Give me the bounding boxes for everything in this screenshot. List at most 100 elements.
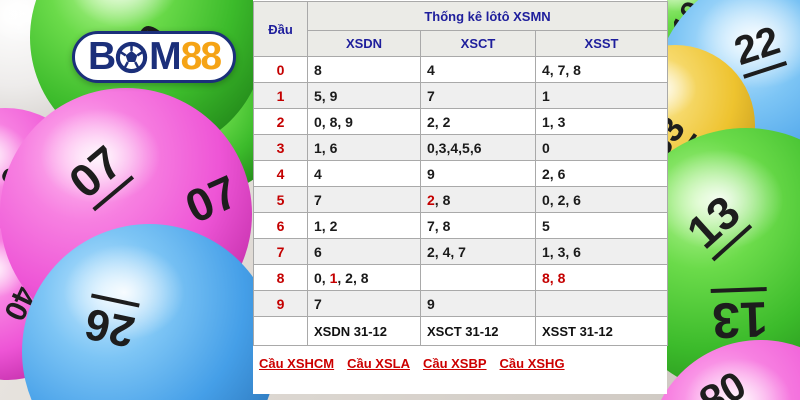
value-cell-xsct: 2, 8 (420, 186, 536, 213)
value-segment: 2, 6 (542, 165, 566, 182)
dau-header: Đầu (253, 1, 308, 57)
table-row: 4 4 9 2, 6 (253, 160, 669, 187)
value-cell-xsst: 1, 3, 6 (534, 238, 669, 265)
value-segment: , 2, 8 (337, 269, 369, 286)
digit-cell: 6 (253, 212, 308, 239)
value-segment: 0, 2, 6 (542, 191, 581, 208)
value-segment: 1, 2 (314, 217, 338, 234)
digit-cell: 9 (253, 290, 308, 317)
footer-cell: XSDN 31-12 (307, 316, 421, 346)
value-segment: 9 (427, 165, 435, 182)
value-segment: 0,3,4,5,6 (427, 139, 482, 156)
value-cell-xsdn: 7 (307, 290, 421, 317)
value-segment: 4 (314, 165, 322, 182)
value-segment: 5 (542, 217, 550, 234)
value-cell-xsct: 7 (420, 82, 536, 109)
value-cell-xsdn: 1, 6 (307, 134, 421, 161)
value-segment: 7 (427, 87, 435, 104)
value-segment: 8 (314, 61, 322, 78)
value-cell-xsdn: 8 (307, 56, 421, 83)
column-header-row: XSDN XSCT XSST (254, 30, 669, 57)
value-segment: 7 (314, 295, 322, 312)
table-row: 1 5, 9 7 1 (253, 82, 669, 109)
footer-cell: XSST 31-12 (534, 316, 669, 346)
value-cell-xsct: 2, 2 (420, 108, 536, 135)
value-segment: 9 (427, 295, 435, 312)
value-cell-xsst: 2, 6 (534, 160, 669, 187)
link-xsbp[interactable]: Cầu XSBP (422, 356, 487, 371)
value-cell-xsdn: 0, 1, 2, 8 (307, 264, 421, 291)
digit-cell: 2 (253, 108, 308, 135)
value-cell-xsct: 7, 8 (420, 212, 536, 239)
digit-cell: 1 (253, 82, 308, 109)
table-row: 6 1, 2 7, 8 5 (253, 212, 669, 239)
value-segment: 1, 3 (542, 113, 566, 130)
value-cell-xsst: 8, 8 (534, 264, 669, 291)
digit-cell: 5 (253, 186, 308, 213)
column-header-xsst: XSST (534, 30, 669, 57)
value-segment: 7 (314, 191, 322, 208)
value-cell-xsdn: 6 (307, 238, 421, 265)
value-cell-xsct: 0,3,4,5,6 (420, 134, 536, 161)
value-segment: 6 (314, 243, 322, 260)
table-footer-row: XSDN 31-12 XSCT 31-12 XSST 31-12 (253, 316, 669, 346)
link-xsla[interactable]: Cầu XSLA (347, 356, 410, 371)
value-segment: 0, (314, 269, 330, 286)
soccer-ball-icon (115, 41, 148, 73)
value-segment: 0 (542, 139, 550, 156)
value-cell-xsst: 1 (534, 82, 669, 109)
value-cell-xsdn: 5, 9 (307, 82, 421, 109)
logo-letter-b: B (88, 35, 116, 78)
digit-cell: 0 (253, 56, 308, 83)
logo-88: 88 (180, 35, 222, 78)
logo-letter-m: M (149, 35, 181, 78)
digit-cell: 4 (253, 160, 308, 187)
cau-links-bar: Cầu XSHCM Cầu XSLA Cầu XSBP Cầu XSHG (253, 346, 667, 381)
value-cell-xsst: 1, 3 (534, 108, 669, 135)
value-cell-xsct: 4 (420, 56, 536, 83)
value-segment: 1 (542, 87, 550, 104)
value-cell-xsst: 0 (534, 134, 669, 161)
value-segment: 7, 8 (427, 217, 451, 234)
table-row: 8 0, 1, 2, 8 8, 8 (253, 264, 669, 291)
value-cell-xsdn: 7 (307, 186, 421, 213)
value-segment: 2, 2 (427, 113, 451, 130)
table-row: 5 7 2, 8 0, 2, 6 (253, 186, 669, 213)
value-segment: , 8 (434, 191, 451, 208)
table-row: 7 6 2, 4, 7 1, 3, 6 (253, 238, 669, 265)
value-cell-xsct: 9 (420, 290, 536, 317)
link-xshg[interactable]: Cầu XSHG (499, 356, 565, 371)
value-segment: 2, 4, 7 (427, 243, 466, 260)
value-cell-xsdn: 4 (307, 160, 421, 187)
ball-number: 13 (711, 287, 769, 349)
value-cell-xsct: 2, 4, 7 (420, 238, 536, 265)
value-segment: 0, 8, 9 (314, 113, 353, 130)
bom88-logo[interactable]: B M 88 (72, 31, 237, 83)
link-xshcm[interactable]: Cầu XSHCM (259, 356, 335, 371)
value-cell-xsct: 9 (420, 160, 536, 187)
value-cell-xsdn: 1, 2 (307, 212, 421, 239)
value-cell-xsct (420, 264, 536, 291)
digit-cell: 3 (253, 134, 308, 161)
value-cell-xsdn: 0, 8, 9 (307, 108, 421, 135)
table-row: 0 8 4 4, 7, 8 (253, 56, 669, 83)
digit-cell: 8 (253, 264, 308, 291)
footer-cell: XSCT 31-12 (420, 316, 536, 346)
value-segment: 1, 3, 6 (542, 243, 581, 260)
digit-cell: 7 (253, 238, 308, 265)
value-cell-xsst: 4, 7, 8 (534, 56, 669, 83)
value-cell-xsst: 0, 2, 6 (534, 186, 669, 213)
value-segment: 2 (427, 191, 435, 208)
value-segment: 5, 9 (314, 87, 338, 104)
table-row: 2 0, 8, 9 2, 2 1, 3 (253, 108, 669, 135)
value-segment: 1 (329, 269, 338, 286)
value-segment: 4, 7, 8 (542, 61, 581, 78)
column-header-xsdn: XSDN (307, 30, 421, 57)
value-segment: 8, 8 (542, 269, 566, 286)
value-segment: 1, 6 (314, 139, 338, 156)
ball-number: 26 (81, 293, 140, 356)
value-cell-xsst: 5 (534, 212, 669, 239)
